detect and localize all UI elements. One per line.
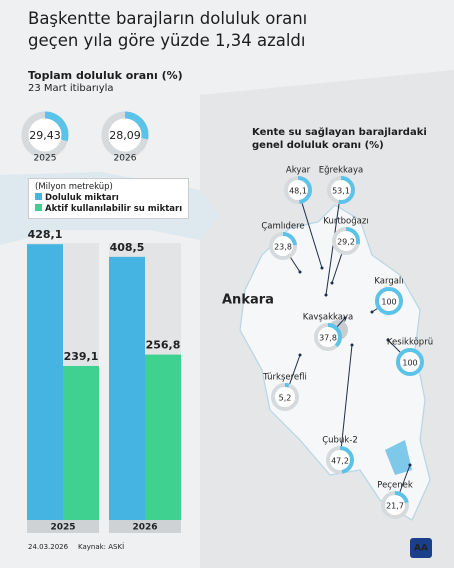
donut-arc	[381, 491, 409, 519]
donut-value: 23,8	[274, 243, 292, 252]
category-band	[27, 520, 99, 533]
donut-center	[330, 450, 350, 470]
bar	[63, 365, 99, 520]
dam-point	[324, 293, 328, 297]
donut-center	[400, 352, 420, 372]
bar-value: 239,1	[64, 350, 99, 363]
bar-value: 428,1	[28, 228, 63, 241]
leader-line	[339, 344, 353, 461]
dam-name: Çubuk-2	[322, 436, 358, 446]
donut-arc	[21, 111, 69, 159]
donut-arc	[375, 287, 403, 315]
dam-point	[386, 338, 390, 342]
donut-arc	[101, 111, 149, 159]
dam-name: Peçenek	[377, 481, 413, 491]
donut-value: 100	[381, 298, 396, 307]
footer-source: Kaynak: ASKİ	[78, 543, 125, 551]
dam-name: Türkşerefli	[262, 373, 307, 383]
dam-point	[370, 310, 374, 314]
category-band	[109, 520, 181, 533]
dam-name: Çamlıdere	[261, 222, 304, 232]
donut-value: 29,2	[337, 238, 355, 247]
dam-name: Akyar	[286, 166, 311, 176]
donut-center	[275, 387, 295, 407]
donut-value: 37,8	[319, 334, 337, 343]
legend-subtitle: (Milyon metreküp)	[35, 182, 113, 192]
donut-center	[28, 118, 62, 152]
donut-subtitle: 23 Mart itibarıyla	[28, 83, 114, 94]
legend: (Milyon metreküp) Doluluk miktarı Aktif …	[28, 178, 190, 219]
donut-title: Toplam doluluk oranı (%)	[28, 69, 183, 82]
x-tick-label: 2025	[50, 523, 75, 533]
donut-center	[288, 180, 308, 200]
donut-value: 28,09	[109, 129, 141, 142]
dam-name: Kargalı	[374, 277, 403, 287]
donut-arc	[269, 232, 297, 260]
dam-point	[298, 270, 302, 274]
donut-center	[318, 327, 338, 347]
bar-value: 408,5	[110, 241, 145, 254]
donut-center	[336, 231, 356, 251]
bar	[109, 256, 145, 520]
title: Başkentte barajların doluluk oranı geçen…	[28, 9, 308, 50]
donut-value: 53,1	[332, 187, 350, 196]
donut-value: 47,2	[331, 457, 349, 466]
donut-value: 48,1	[289, 187, 307, 196]
dam-point	[298, 353, 302, 357]
legend-label: Doluluk miktarı	[45, 193, 119, 203]
donut-value: 21,7	[386, 502, 404, 511]
dam-name: Eğrekkaya	[319, 166, 363, 176]
legend-item: Doluluk miktarı	[35, 193, 182, 204]
dam-name: Kavşakkaya	[303, 313, 353, 323]
legend-label: Aktif kullanılabilir su miktarı	[45, 204, 183, 214]
map-title: Kente su sağlayan barajlardaki genel dol…	[252, 127, 427, 151]
donut-arc	[271, 383, 299, 411]
footer-date: 24.03.2026	[28, 543, 69, 551]
donut-center	[379, 291, 399, 311]
legend-swatch	[35, 193, 42, 200]
donut-category: 2026	[114, 154, 137, 164]
dam-name: Kesikköprü	[387, 338, 433, 348]
aa-logo	[410, 538, 432, 558]
donut-center	[108, 118, 142, 152]
dam-point	[408, 463, 412, 467]
donut-center	[273, 236, 293, 256]
donut-value: 100	[402, 359, 417, 368]
ankara-province	[239, 204, 431, 521]
x-tick-label: 2026	[132, 523, 157, 533]
donut-arc	[326, 446, 354, 474]
dam-name: Kurtboğazı	[323, 217, 368, 227]
lake	[385, 440, 412, 475]
dam-point	[330, 281, 334, 285]
donut-value: 5,2	[279, 394, 292, 403]
legend-item: Aktif kullanılabilir su miktarı	[35, 204, 182, 215]
dam-point	[350, 343, 354, 347]
donut-arc	[327, 176, 355, 204]
donut-category: 2025	[34, 154, 57, 164]
bar	[145, 354, 181, 520]
donut-center	[385, 495, 405, 515]
donut-arc	[396, 348, 424, 376]
aa-logo-text: AA	[414, 544, 428, 554]
legend-swatch	[35, 204, 42, 211]
donut-arc	[332, 227, 360, 255]
map-label: Ankara	[222, 293, 274, 308]
dam-point	[343, 316, 347, 320]
donut-value: 29,43	[29, 129, 61, 142]
dam-point	[320, 266, 324, 270]
donut-arc	[314, 323, 342, 351]
bar	[27, 244, 63, 521]
donut-arc	[284, 176, 312, 204]
bar-value: 256,8	[146, 339, 181, 352]
donut-center	[331, 180, 351, 200]
